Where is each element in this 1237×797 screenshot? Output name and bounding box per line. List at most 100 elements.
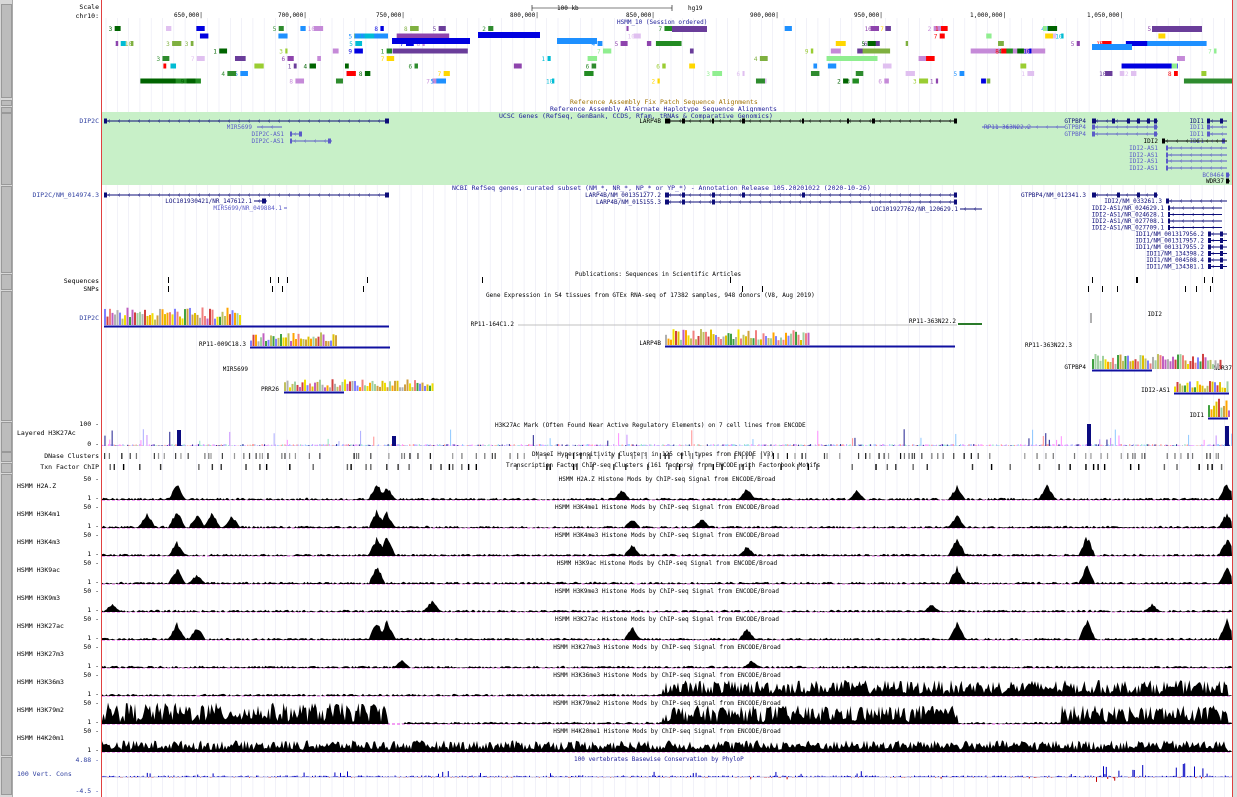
cons-bar bbox=[750, 777, 752, 780]
histone-track-label[interactable]: HSMM H3K4m1 bbox=[17, 510, 61, 518]
gtex-larp4b-bar bbox=[735, 337, 737, 345]
layered-bar bbox=[950, 444, 952, 446]
layered-bar bbox=[1231, 433, 1232, 446]
cons-bar bbox=[495, 776, 497, 777]
histone-track-label[interactable]: HSMM H3K9ac bbox=[17, 566, 61, 574]
histone-track-label[interactable]: HSMM H2A.Z bbox=[17, 482, 57, 490]
segdup-label: 10 bbox=[308, 26, 316, 33]
layered-bar bbox=[1101, 444, 1103, 446]
rail-handle[interactable] bbox=[1, 422, 12, 452]
refseq-idi2-as1-label: IDI2-AS1/NR_024629.1 bbox=[1092, 205, 1165, 212]
layered-bar bbox=[187, 445, 189, 446]
histone-track-label[interactable]: HSMM H3K27m3 bbox=[17, 650, 64, 658]
refseq-gene-models[interactable]: LOC101930421/NR_147612.1MIR5699/NR_04988… bbox=[104, 192, 1227, 271]
cons-bar bbox=[860, 771, 862, 777]
rail-handle[interactable] bbox=[1, 186, 12, 273]
publication-marks[interactable] bbox=[168, 277, 1213, 292]
layered-label[interactable]: Layered H3K27Ac bbox=[17, 429, 76, 437]
track-area[interactable]: 100 kb hg19 650,000| 700,000| 750,000| 800,… bbox=[102, 0, 1232, 797]
gtex-expression[interactable]: RP11-009C18.3MIR5699PRR26RP11-164C1.2LAR… bbox=[104, 307, 1232, 420]
histone-track-title: HSMM H2A.Z Histone Mods by ChIP-seq Sign… bbox=[559, 476, 776, 483]
dnase-cluster bbox=[1174, 453, 1176, 459]
txn-factor-clusters[interactable] bbox=[109, 464, 1223, 470]
segmental-dup-blocks[interactable]: 8429715681742575510713536102731105549856… bbox=[109, 26, 1232, 86]
rail-handle[interactable] bbox=[1, 291, 12, 421]
dnase-cluster bbox=[1187, 453, 1189, 459]
txn-title: Transcription Factor ChIP-seq Clusters (… bbox=[506, 462, 821, 469]
layered-bar bbox=[1064, 444, 1066, 446]
layered-bar bbox=[1221, 444, 1223, 446]
ucsc-larp4b-strand-arrow bbox=[828, 119, 832, 123]
layered-bar bbox=[667, 444, 669, 446]
ucsc-gene-label[interactable]: DIP2C bbox=[79, 117, 99, 125]
layered-bar bbox=[986, 444, 988, 446]
rail-handle[interactable] bbox=[1, 107, 12, 113]
dnase-label[interactable]: DNase Clusters bbox=[44, 452, 99, 460]
layered-bar bbox=[338, 441, 340, 446]
gtex-prr26-bar bbox=[401, 387, 404, 391]
cons-bar bbox=[218, 776, 220, 777]
rail-handle[interactable] bbox=[1, 100, 12, 106]
layered-bar bbox=[322, 444, 324, 446]
rail-handle[interactable] bbox=[1, 4, 12, 98]
layered-bar bbox=[784, 444, 786, 446]
histone-signal-tracks[interactable]: HSMM H2A.Z Histone Mods by ChIP-seq Sign… bbox=[102, 476, 1232, 753]
track-canvas[interactable]: 100 kb hg19 650,000| 700,000| 750,000| 800,… bbox=[102, 0, 1232, 797]
rail-handle[interactable] bbox=[1, 113, 12, 185]
ucsc-dip2c-strand-arrow bbox=[207, 119, 211, 123]
layered-bar bbox=[350, 444, 352, 446]
layered-bar bbox=[874, 444, 876, 446]
sequences-label[interactable]: Sequences bbox=[63, 277, 99, 285]
layered-bar bbox=[1077, 444, 1079, 446]
layered-bar bbox=[639, 445, 641, 446]
cons-label[interactable]: 100 Vert. Cons bbox=[17, 770, 72, 778]
histone-track-label[interactable]: HSMM H4K20m1 bbox=[17, 734, 64, 742]
gtex-prr26-bar bbox=[289, 387, 291, 391]
layered-bar bbox=[1093, 445, 1095, 446]
histone-track-label[interactable]: HSMM H3K36m3 bbox=[17, 678, 64, 686]
ucsc-gene-models[interactable]: MIR5699DIP2C-AS1DIP2C-AS1LARP4BRP11-363N… bbox=[104, 118, 1230, 185]
txn-label[interactable]: Txn Factor ChIP bbox=[40, 463, 99, 471]
rail-handle[interactable] bbox=[1, 452, 12, 462]
txn-cluster bbox=[452, 464, 454, 470]
gtex-idi2-label: IDI2 bbox=[1148, 311, 1163, 318]
histone-track-label[interactable]: HSMM H3K9m3 bbox=[17, 594, 61, 602]
refseq-idi2-as1-strand-arrow bbox=[1191, 212, 1195, 217]
dnase-clusters[interactable] bbox=[104, 453, 1219, 459]
layered-bar bbox=[343, 444, 345, 446]
refseq-gene-label[interactable]: DIP2C/NM_014974.3 bbox=[32, 191, 99, 199]
cons-bar bbox=[771, 777, 773, 778]
gtex-rp11-009-bar bbox=[305, 339, 307, 346]
conservation-signal[interactable] bbox=[102, 763, 1232, 782]
txn-cluster bbox=[312, 464, 314, 470]
cons-bar bbox=[1210, 776, 1212, 777]
gtex-gtpbp4-bar bbox=[1157, 354, 1159, 369]
rail-handle[interactable] bbox=[1, 757, 12, 795]
gtex-gene-label[interactable]: DIP2C bbox=[79, 314, 99, 322]
layered-bar bbox=[835, 445, 837, 446]
rail-handle[interactable] bbox=[1, 274, 12, 290]
refseq-idi1-strand-arrow bbox=[1211, 232, 1215, 236]
rail-handle[interactable] bbox=[1, 474, 12, 756]
cons-bar bbox=[312, 775, 313, 777]
refseq-idi2-exon bbox=[1166, 198, 1169, 204]
rail-handle[interactable] bbox=[1, 463, 12, 473]
ruler-position: 1,050,000| bbox=[1087, 12, 1123, 19]
layered-bar bbox=[337, 444, 339, 446]
layered-h3k27ac-signal[interactable] bbox=[102, 424, 1232, 446]
track-drag-rail[interactable] bbox=[0, 0, 13, 797]
ucsc-larp4b-exon bbox=[847, 118, 849, 124]
histone-track-label[interactable]: HSMM H3K27ac bbox=[17, 622, 64, 630]
layered-bar bbox=[1034, 445, 1036, 446]
gtex-gtpbp4-bar bbox=[1124, 356, 1127, 369]
layered-bar bbox=[454, 444, 456, 446]
dnase-cluster bbox=[1132, 453, 1134, 459]
layered-bar bbox=[277, 444, 279, 446]
dnase-cluster bbox=[760, 453, 763, 459]
histone-track-label[interactable]: HSMM H3K79m2 bbox=[17, 706, 64, 714]
refseq-gtpbp4-strand-arrow bbox=[1105, 193, 1109, 197]
histone-track-label[interactable]: HSMM H3K4m3 bbox=[17, 538, 61, 546]
cons-bar bbox=[292, 775, 294, 777]
snps-label[interactable]: SNPs bbox=[83, 285, 99, 293]
refseq-loc2-label: LOC101927762/NR_120629.1 bbox=[871, 206, 958, 213]
